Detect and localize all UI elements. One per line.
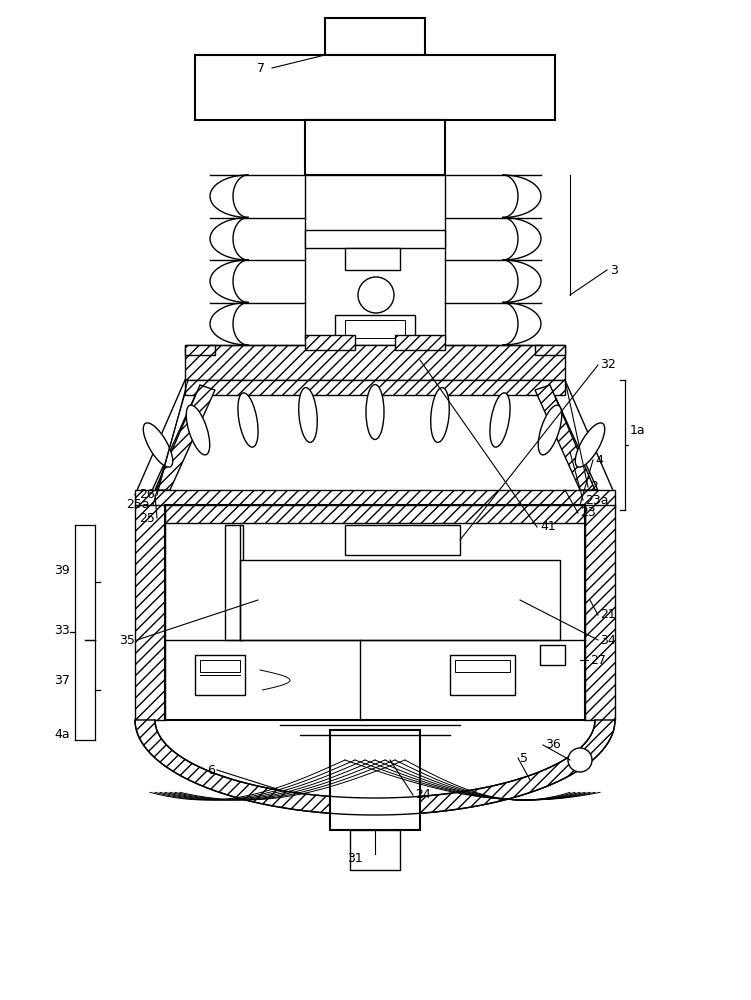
Ellipse shape xyxy=(366,384,384,440)
Bar xyxy=(225,525,243,640)
Bar xyxy=(540,645,565,665)
Ellipse shape xyxy=(490,393,510,447)
Text: 4: 4 xyxy=(595,454,603,466)
Text: 1a: 1a xyxy=(630,424,646,436)
Text: 6: 6 xyxy=(207,764,215,776)
Bar xyxy=(195,655,245,695)
Text: 35: 35 xyxy=(119,634,135,647)
Bar xyxy=(185,380,565,395)
Bar xyxy=(165,505,585,523)
Bar xyxy=(350,830,400,870)
Bar xyxy=(325,18,425,55)
Bar xyxy=(335,315,415,345)
Text: 25: 25 xyxy=(139,512,155,524)
Text: 24: 24 xyxy=(415,788,431,802)
Bar xyxy=(305,335,355,350)
Bar xyxy=(345,320,405,338)
Ellipse shape xyxy=(575,423,605,467)
Polygon shape xyxy=(155,385,215,490)
Bar xyxy=(195,55,555,120)
Bar xyxy=(135,490,615,508)
Bar xyxy=(535,345,565,355)
Text: 23a: 23a xyxy=(585,493,608,506)
Ellipse shape xyxy=(143,423,173,467)
Text: 33: 33 xyxy=(54,624,70,637)
Bar xyxy=(455,660,510,672)
Text: 4a: 4a xyxy=(54,728,70,742)
Text: 3: 3 xyxy=(610,263,618,276)
Bar xyxy=(135,505,165,720)
Ellipse shape xyxy=(299,388,317,442)
Polygon shape xyxy=(550,380,615,495)
Text: 31: 31 xyxy=(347,852,363,864)
Polygon shape xyxy=(135,720,615,815)
Text: 36: 36 xyxy=(545,738,561,752)
Text: 21: 21 xyxy=(600,608,616,621)
Bar xyxy=(345,248,400,270)
Bar xyxy=(305,175,445,340)
Bar xyxy=(305,230,445,248)
Text: 34: 34 xyxy=(600,634,616,647)
Polygon shape xyxy=(535,385,595,490)
Circle shape xyxy=(568,748,592,772)
Text: 23: 23 xyxy=(580,506,596,520)
Bar xyxy=(240,560,560,640)
Bar xyxy=(345,525,460,555)
Bar xyxy=(185,345,215,355)
Text: 39: 39 xyxy=(54,564,70,576)
Ellipse shape xyxy=(538,405,562,455)
Circle shape xyxy=(358,277,394,313)
Text: 25a: 25a xyxy=(126,498,150,512)
Text: 37: 37 xyxy=(54,674,70,686)
Bar xyxy=(305,120,445,175)
Ellipse shape xyxy=(186,405,210,455)
Text: 26: 26 xyxy=(139,488,155,502)
Bar xyxy=(450,655,515,695)
Bar xyxy=(395,335,445,350)
Bar xyxy=(185,345,565,380)
Text: 7: 7 xyxy=(257,62,265,75)
Polygon shape xyxy=(135,380,200,495)
Text: 27: 27 xyxy=(590,654,606,666)
Bar xyxy=(585,505,615,720)
Ellipse shape xyxy=(431,388,449,442)
Ellipse shape xyxy=(238,393,258,447)
Text: 5: 5 xyxy=(520,752,528,764)
Text: 2: 2 xyxy=(590,481,598,493)
Text: 32: 32 xyxy=(600,359,616,371)
Bar xyxy=(330,730,420,830)
Text: 41: 41 xyxy=(540,520,556,534)
Bar xyxy=(200,660,240,672)
